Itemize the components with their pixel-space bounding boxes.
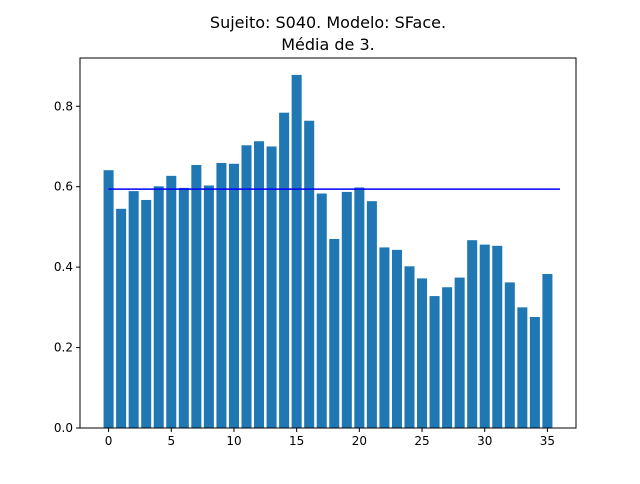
- x-tick-label-20: 20: [352, 434, 367, 448]
- bar-32: [504, 282, 515, 428]
- x-tick-label-30: 30: [477, 434, 492, 448]
- x-tick-label-15: 15: [289, 434, 304, 448]
- bar-26: [429, 296, 440, 428]
- bar-20: [354, 187, 365, 428]
- bar-24: [404, 266, 415, 428]
- chart-title-line2: Média de 3.: [281, 35, 375, 54]
- bar-12: [254, 141, 265, 428]
- bar-21: [366, 201, 377, 428]
- bar-2: [128, 191, 139, 428]
- chart-title-line1: Sujeito: S040. Modelo: SFace.: [210, 13, 446, 32]
- bar-6: [178, 187, 189, 428]
- bar-15: [291, 74, 302, 429]
- x-tick-label-10: 10: [226, 434, 241, 448]
- y-tick-label-0.6: 0.6: [54, 180, 73, 194]
- x-tick-label-5: 5: [167, 434, 175, 448]
- x-axis: 0 5 10 15 20 25 30 35: [105, 428, 555, 448]
- x-tick-label-25: 25: [414, 434, 429, 448]
- bar-9: [216, 162, 227, 428]
- bar-35: [542, 273, 553, 428]
- bar-19: [341, 191, 352, 428]
- y-tick-label-0.8: 0.8: [54, 99, 73, 113]
- bar-27: [442, 287, 453, 428]
- bar-10: [228, 163, 239, 429]
- bar-0: [103, 170, 114, 428]
- bar-4: [153, 186, 164, 428]
- y-tick-label-0.2: 0.2: [54, 341, 73, 355]
- bar-30: [479, 244, 490, 428]
- bar-1: [116, 208, 127, 428]
- bar-11: [241, 145, 252, 429]
- bar-31: [492, 245, 503, 428]
- bar-29: [467, 240, 478, 428]
- x-tick-label-0: 0: [105, 434, 113, 448]
- bar-34: [529, 317, 540, 428]
- bar-25: [417, 278, 428, 428]
- bar-28: [454, 277, 465, 428]
- y-tick-label-0.4: 0.4: [54, 260, 73, 274]
- bar-33: [517, 307, 528, 428]
- bar-16: [304, 120, 315, 428]
- bar-14: [279, 112, 290, 429]
- bar-7: [191, 164, 202, 428]
- y-axis: 0.0 0.2 0.4 0.6 0.8: [54, 99, 80, 435]
- bar-8: [203, 185, 214, 428]
- bar-17: [316, 193, 327, 428]
- y-tick-label-0: 0.0: [54, 421, 73, 435]
- bar-5: [166, 175, 177, 428]
- x-tick-label-35: 35: [540, 434, 555, 448]
- bar-3: [141, 199, 152, 428]
- plot-frame: [79, 57, 577, 429]
- bar-22: [379, 247, 390, 428]
- bar-23: [391, 249, 402, 428]
- bar-18: [329, 238, 340, 428]
- bar-13: [266, 146, 277, 428]
- bars-group: [103, 74, 553, 429]
